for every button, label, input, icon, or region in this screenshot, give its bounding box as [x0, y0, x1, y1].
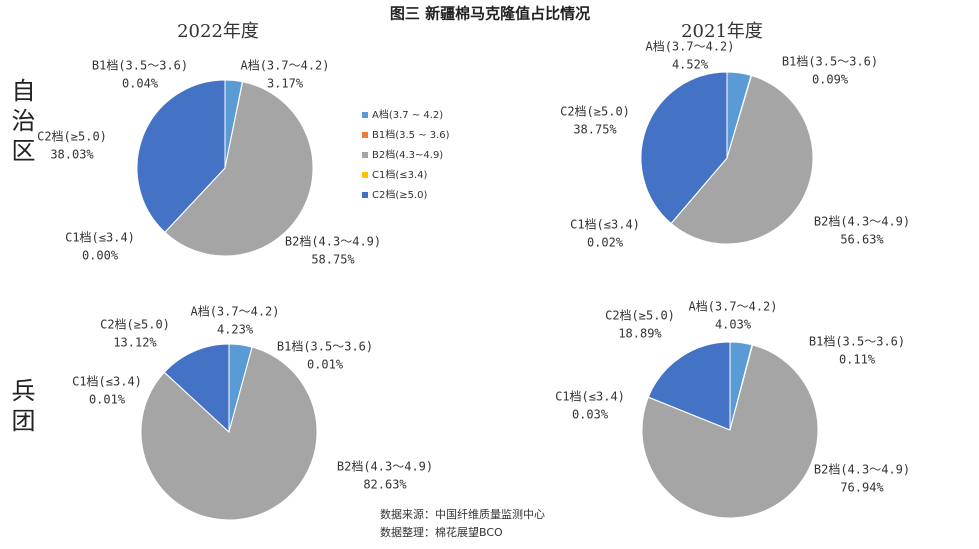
- legend-label: A档(3.7 ~ 4.2): [372, 108, 443, 121]
- slice-value-label: 76.94%: [840, 481, 884, 495]
- main-title: 图三 新疆棉马克隆值占比情况: [390, 5, 590, 23]
- chart-title: 2022年度: [177, 21, 259, 42]
- slice-category-label: C1档(≤3.4): [555, 390, 625, 404]
- slice-category-label: B2档(4.3～4.9): [337, 460, 433, 474]
- slice-value-label: 0.09%: [812, 73, 849, 87]
- slice-category-label: C2档(≥5.0): [605, 309, 675, 323]
- slice-value-label: 4.52%: [672, 58, 709, 72]
- slice-value-label: 38.75%: [573, 123, 617, 137]
- slice-category-label: B1档(3.5～3.6): [277, 340, 373, 354]
- slice-value-label: 38.03%: [50, 148, 94, 162]
- slice-value-label: 4.03%: [715, 318, 752, 332]
- pie-slice: [670, 74, 814, 245]
- legend-swatch: [362, 132, 368, 138]
- slice-category-label: A档(3.7～4.2): [688, 300, 777, 314]
- pie-slice: [164, 81, 314, 257]
- slice-category-label: C2档(≥5.0): [100, 318, 170, 332]
- slice-value-label: 0.00%: [82, 249, 119, 263]
- slice-value-label: 58.75%: [311, 253, 355, 267]
- legend-swatch: [362, 172, 368, 178]
- slice-category-label: B1档(3.5～3.6): [809, 335, 905, 349]
- row-label: 兵团: [7, 378, 35, 438]
- pie-slice: [140, 346, 318, 521]
- slice-value-label: 0.01%: [89, 393, 126, 407]
- slice-category-label: C1档(≤3.4): [65, 231, 135, 245]
- legend-swatch: [362, 192, 368, 198]
- slice-value-label: 82.63%: [363, 478, 407, 492]
- slice-category-label: A档(3.7～4.2): [240, 59, 329, 73]
- pie-slice: [640, 71, 728, 225]
- slice-value-label: 0.03%: [572, 408, 609, 422]
- slice-value-label: 0.02%: [587, 236, 624, 250]
- legend-label: C1档(≤3.4): [372, 168, 428, 181]
- legend-label: B1档(3.5 ~ 3.6): [372, 128, 450, 141]
- legend-swatch: [362, 152, 368, 158]
- slice-category-label: A档(3.7～4.2): [190, 305, 279, 319]
- slice-category-label: B2档(4.3～4.9): [814, 215, 910, 229]
- slice-value-label: 0.11%: [839, 353, 876, 367]
- slice-category-label: B1档(3.5～3.6): [782, 55, 878, 69]
- slice-category-label: B2档(4.3～4.9): [814, 463, 910, 477]
- legend-label: B2档(4.3~4.9): [372, 148, 443, 161]
- pie-slice: [641, 344, 819, 519]
- slice-category-label: B2档(4.3～4.9): [285, 235, 381, 249]
- row-label: 自治区: [7, 78, 35, 168]
- slice-category-label: C2档(≥5.0): [37, 130, 107, 144]
- pie-slice: [136, 79, 226, 233]
- slice-value-label: 4.23%: [217, 323, 254, 337]
- slice-category-label: B1档(3.5～3.6): [92, 59, 188, 73]
- slice-category-label: C1档(≤3.4): [570, 218, 640, 232]
- pie-slice: [647, 341, 731, 431]
- slice-value-label: 13.12%: [113, 336, 157, 350]
- slice-category-label: C2档(≥5.0): [560, 105, 630, 119]
- legend-label: C2档(≥5.0): [372, 188, 428, 201]
- pie-slice: [163, 343, 230, 434]
- slice-category-label: C1档(≤3.4): [72, 375, 142, 389]
- slice-value-label: 0.04%: [122, 77, 159, 91]
- source-note: 数据来源：中国纤维质量监测中心: [380, 507, 545, 521]
- slice-value-label: 18.89%: [618, 327, 662, 341]
- slice-value-label: 3.17%: [267, 77, 304, 91]
- slice-value-label: 56.63%: [840, 233, 884, 247]
- source-note: 数据整理：棉花展望BCO: [380, 525, 503, 539]
- chart-title: 2021年度: [681, 21, 763, 42]
- legend-swatch: [362, 112, 368, 118]
- slice-value-label: 0.01%: [307, 358, 344, 372]
- slice-category-label: A档(3.7～4.2): [645, 40, 734, 54]
